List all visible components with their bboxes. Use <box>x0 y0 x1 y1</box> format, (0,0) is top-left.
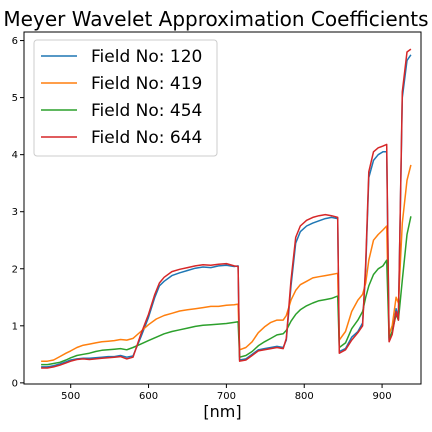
x-tick-label: 900 <box>373 391 392 402</box>
y-tick-label: 1 <box>12 321 18 332</box>
y-tick-label: 4 <box>12 150 18 161</box>
legend-label: Field No: 120 <box>91 47 202 67</box>
legend-box <box>33 39 218 157</box>
y-tick-label: 0 <box>12 378 18 389</box>
y-tick-label: 5 <box>12 93 18 104</box>
series-line <box>41 216 412 366</box>
legend-label: Field No: 644 <box>91 128 202 148</box>
y-tick-label: 6 <box>12 36 18 47</box>
x-axis-ticks: 500 600 700 800 900 <box>61 384 392 402</box>
x-tick-label: 600 <box>139 391 158 402</box>
legend-label: Field No: 454 <box>91 101 202 121</box>
x-tick-label: 800 <box>295 391 314 402</box>
y-tick-label: 2 <box>12 264 18 275</box>
series-line <box>41 48 412 369</box>
legend: Field No: 120 Field No: 419 Field No: 454 F… <box>33 39 218 157</box>
plot-frame <box>23 31 422 385</box>
y-axis-ticks: 0 1 2 3 4 5 6 <box>12 36 24 389</box>
x-tick-label: 700 <box>217 391 236 402</box>
x-tick-label: 500 <box>61 391 80 402</box>
series-line <box>41 164 412 362</box>
legend-label: Field No: 419 <box>91 74 202 94</box>
y-tick-label: 3 <box>12 207 18 218</box>
x-axis-label: [nm] <box>203 402 241 421</box>
series-lines <box>41 48 412 369</box>
chart-title: Meyer Wavelet Approximation Coefficients <box>3 7 428 31</box>
